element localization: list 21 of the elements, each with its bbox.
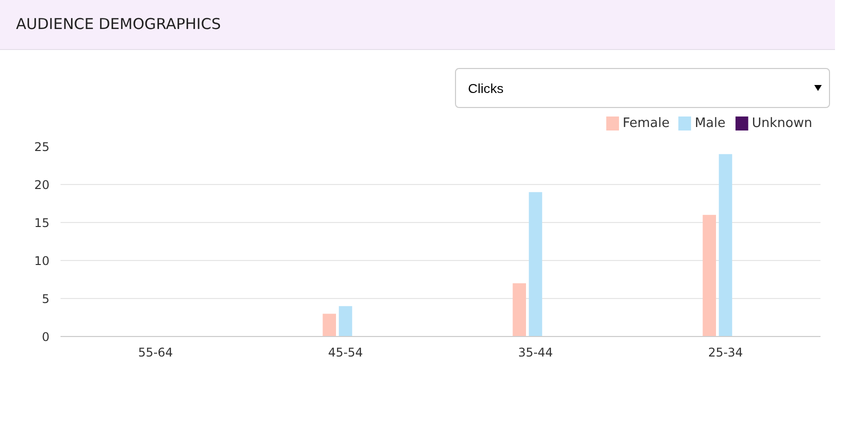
y-tick-label: 20: [34, 178, 50, 192]
y-tick-label: 15: [34, 216, 50, 230]
chart-title: AUDIENCE DEMOGRAPHICS: [16, 14, 221, 35]
bar: [322, 314, 336, 336]
bar: [718, 154, 732, 336]
bar: [512, 283, 526, 336]
legend-label: Male: [694, 116, 726, 131]
y-tick-label: 5: [42, 292, 50, 306]
x-tick-label: 25-34: [708, 346, 743, 360]
bar: [528, 192, 542, 336]
bar: [338, 306, 352, 336]
text: Clicks: [455, 68, 830, 108]
bar: [702, 214, 716, 336]
legend-label: Unknown: [752, 116, 812, 131]
y-tick-label: 10: [34, 254, 50, 268]
legend-label: Female: [622, 116, 670, 131]
x-tick-label: 55-64: [138, 346, 173, 360]
y-tick-label: 0: [42, 330, 50, 344]
x-tick-label: 35-44: [518, 346, 553, 360]
y-tick-label: 25: [34, 140, 50, 154]
x-tick-label: 45-54: [328, 346, 363, 360]
